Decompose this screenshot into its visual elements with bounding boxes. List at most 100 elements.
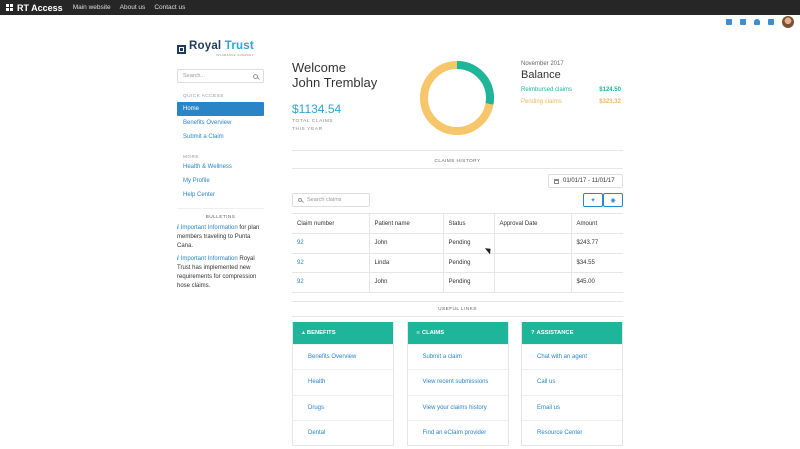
app-brand[interactable]: RT Access <box>6 3 63 13</box>
claims-search-placeholder: Search claims <box>307 197 342 203</box>
app-grid-icon <box>6 4 13 11</box>
assistance-link[interactable]: Call us <box>522 369 622 394</box>
royal-trust-logo[interactable]: Royal Trust INSURANCE COMPANY <box>177 38 264 60</box>
mail-icon[interactable] <box>726 19 732 25</box>
claims-link[interactable]: View recent submissions <box>407 369 508 394</box>
sidebar-item-health-wellness[interactable]: Health & Wellness <box>183 164 232 170</box>
total-claims-amount: $1134.54 <box>292 102 342 116</box>
balance-donut-chart <box>420 61 494 135</box>
card-header: ? ASSISTANCE <box>522 322 622 344</box>
avatar[interactable] <box>782 16 794 28</box>
bulletin-link[interactable]: Important Information <box>180 256 238 262</box>
table-header-row: Claim number Patient name Status Approva… <box>292 213 623 234</box>
nav-main-website[interactable]: Main website <box>72 4 111 11</box>
nav-about-us[interactable]: About us <box>119 4 146 11</box>
column-header[interactable]: Claim number <box>292 213 369 234</box>
card-header: ▴ BENEFITS <box>293 322 393 344</box>
status-cell: Pending <box>442 253 494 273</box>
patient-name-cell: John <box>368 233 443 254</box>
useful-links-cards: ▴ BENEFITS Benefits Overview Health Drugs… <box>292 322 623 447</box>
person-icon[interactable] <box>754 19 760 25</box>
column-header[interactable]: Status <box>442 213 494 234</box>
top-nav: Main website About us Contact us <box>73 4 195 11</box>
bulletin-text: for plan members traveling to Punta Cana… <box>177 225 260 249</box>
logo-subtitle: INSURANCE COMPANY <box>215 52 254 57</box>
card-header: ≡ CLAIMS <box>407 322 508 344</box>
bell-icon[interactable] <box>740 19 746 25</box>
assistance-card: ? ASSISTANCE Chat with an agent Call us E… <box>521 322 623 447</box>
card-title: CLAIMS <box>421 330 445 336</box>
table-row[interactable]: 92 John Pending $45.00 <box>292 272 623 293</box>
reimbursed-label: Reimbursed claims <box>521 87 573 93</box>
table-row[interactable]: 92 John Pending $243.77 <box>292 233 623 254</box>
assistance-link[interactable]: Email us <box>522 394 622 420</box>
assistance-link[interactable]: Chat with an agent <box>522 344 622 369</box>
divider <box>292 168 623 169</box>
claims-search-input[interactable]: Search claims <box>292 193 370 207</box>
status-cell: Pending <box>442 272 494 293</box>
bulletin-text: Royal Trust has implemented new requirem… <box>177 256 257 289</box>
claims-link[interactable]: Find an eClaim provider <box>407 419 508 445</box>
amount-cell: $34.55 <box>570 253 623 273</box>
claim-number-link[interactable]: 92 <box>292 253 369 273</box>
search-icon <box>298 198 302 202</box>
sidebar-item-help-center[interactable]: Help Center <box>183 192 216 198</box>
date-range-picker[interactable]: 01/01/17 - 11/01/17 <box>548 174 623 188</box>
claim-number-link[interactable]: 92 <box>292 233 369 254</box>
column-header[interactable]: Patient name <box>368 213 443 234</box>
top-bar: RT Access Main website About us Contact … <box>0 0 800 15</box>
table-row[interactable]: 92 Linda Pending $34.55 <box>292 253 623 273</box>
balance-month: November 2017 <box>521 61 564 67</box>
amount-cell: $45.00 <box>570 272 623 293</box>
welcome-username: John Tremblay <box>292 75 378 90</box>
list-icon: ≡ <box>416 330 420 336</box>
column-header[interactable]: Amount <box>570 213 623 234</box>
logo-name-royal: Royal <box>189 40 222 53</box>
benefits-link[interactable]: Drugs <box>293 394 393 420</box>
quick-access-label: QUICK ACCESS <box>183 94 224 99</box>
claims-link[interactable]: View your claims history <box>407 394 508 420</box>
reimbursed-value: $124.50 <box>599 87 621 93</box>
bulletins-title: BULLETINS <box>177 208 264 220</box>
claim-number-link[interactable]: 92 <box>292 272 369 293</box>
sidebar-item-home[interactable]: Home <box>177 102 264 116</box>
approval-date-cell <box>493 253 571 273</box>
bulletin-item: i Important Information Royal Trust has i… <box>177 255 264 291</box>
sidebar-search-input[interactable]: Search... <box>177 69 264 83</box>
pending-row: Pending claims $323.32 <box>521 99 621 105</box>
nav-contact-us[interactable]: Contact us <box>154 4 186 11</box>
info-icon: i <box>177 256 179 262</box>
pin-button[interactable]: ✦ <box>583 193 603 207</box>
view-button[interactable]: ◉ <box>603 193 623 207</box>
balance-panel: November 2017 Balance Reimbursed claims … <box>521 61 621 105</box>
benefits-link[interactable]: Benefits Overview <box>293 344 393 369</box>
assistance-link[interactable]: Resource Center <box>522 419 622 445</box>
search-icon[interactable] <box>253 73 258 79</box>
balance-title: Balance <box>521 69 561 81</box>
bulletin-item: i Important Information for plan members … <box>177 224 264 251</box>
sidebar-item-benefits-overview[interactable]: Benefits Overview <box>183 120 232 126</box>
total-claims-caption-line1: TOTAL CLAIMS <box>292 119 334 124</box>
claims-link[interactable]: Submit a claim <box>407 344 508 369</box>
claims-history-title: CLAIMS HISTORY <box>434 159 481 164</box>
gear-icon[interactable] <box>768 19 774 25</box>
benefits-link[interactable]: Dental <box>293 419 393 445</box>
sidebar-item-my-profile[interactable]: My Profile <box>183 178 210 184</box>
status-cell: Pending <box>442 233 494 254</box>
column-header[interactable]: Approval Date <box>493 213 571 234</box>
date-range-value: 01/01/17 - 11/01/17 <box>563 178 615 184</box>
benefits-link[interactable]: Health <box>293 369 393 394</box>
patient-name-cell: John <box>368 272 443 293</box>
info-icon: i <box>177 225 179 231</box>
bulletin-link[interactable]: Important Information <box>180 225 238 231</box>
divider <box>292 150 623 151</box>
benefits-card: ▴ BENEFITS Benefits Overview Health Drugs… <box>292 322 394 447</box>
welcome-heading: Welcome <box>292 60 346 75</box>
claims-card: ≡ CLAIMS Submit a claim View recent submi… <box>406 322 509 447</box>
total-claims-caption: TOTAL CLAIMS THIS YEAR <box>292 118 377 134</box>
patient-name-cell: Linda <box>368 253 443 273</box>
reimbursed-row: Reimbursed claims $124.50 <box>521 87 621 93</box>
sidebar-item-submit-claim[interactable]: Submit a Claim <box>183 134 224 140</box>
approval-date-cell <box>493 233 571 254</box>
pending-value: $323.32 <box>599 99 621 105</box>
